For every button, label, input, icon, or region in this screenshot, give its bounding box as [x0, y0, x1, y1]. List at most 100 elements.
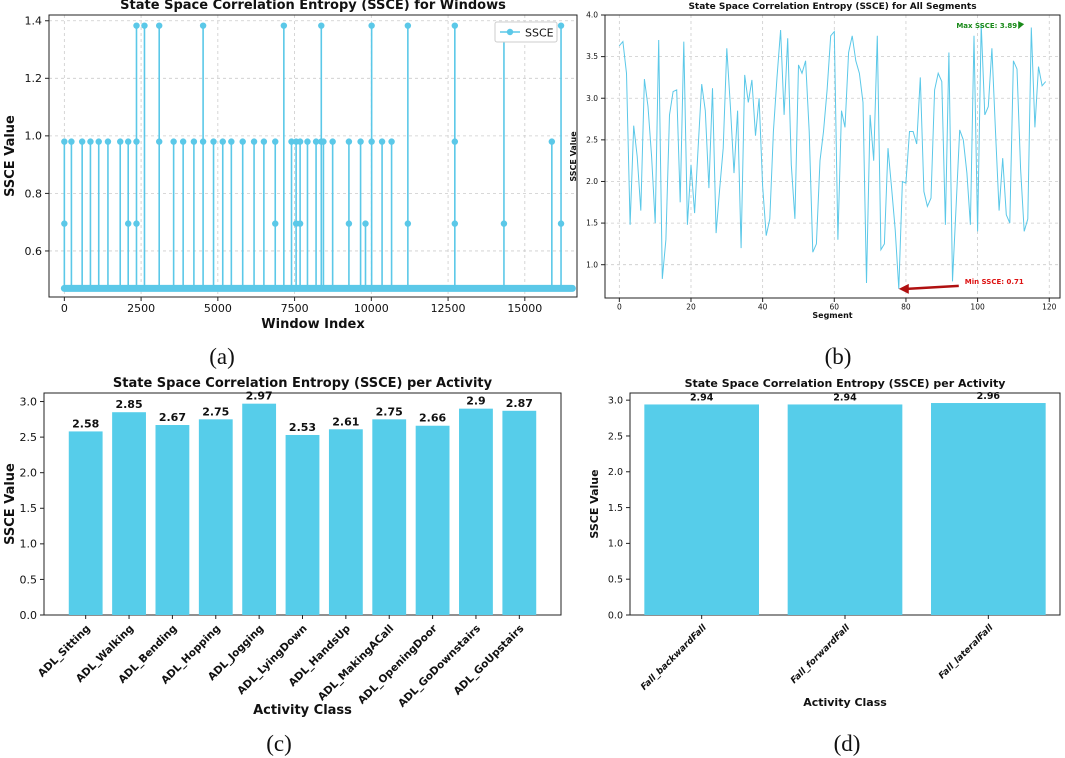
ssce-point	[260, 138, 268, 145]
ssce-point	[170, 138, 177, 145]
ssce-point	[133, 220, 140, 227]
x-tick-label: 20	[686, 303, 696, 312]
x-tick-label: 0	[617, 303, 622, 312]
y-tick-label: 1.0	[20, 538, 38, 551]
caption-b: (b)	[825, 344, 852, 369]
min-arrow-head	[898, 283, 909, 294]
legend-label: SSCE	[525, 27, 554, 40]
x-tick-label: 60	[830, 303, 840, 312]
ssce-point	[557, 22, 565, 29]
ssce-point	[304, 138, 311, 145]
x-tick-label: 0	[61, 302, 68, 315]
y-axis-label: SSCE Value	[588, 469, 601, 538]
x-tick-label: 80	[901, 303, 911, 312]
ssce-point	[288, 138, 295, 145]
legend-marker	[506, 28, 514, 36]
ssce-point	[68, 138, 75, 145]
ssce-point	[156, 22, 163, 29]
ssce-point	[368, 22, 375, 29]
y-tick-label: 2.5	[586, 135, 598, 144]
ssce-segment-line	[618, 24, 1047, 289]
plot-frame	[604, 14, 1061, 299]
ssce-point	[210, 138, 217, 145]
ssce-point	[296, 138, 304, 145]
max-arrow-head	[1018, 21, 1025, 30]
y-tick-label: 4.0	[586, 11, 598, 20]
chart-title: State Space Correlation Entropy (SSCE) f…	[120, 0, 506, 13]
bar-value-label: 2.94	[690, 392, 714, 403]
y-tick-label: 0.0	[20, 609, 38, 622]
ssce-point	[378, 138, 386, 145]
bar-value-label: 2.58	[72, 417, 99, 430]
y-tick-label: 0.8	[25, 187, 43, 200]
ssce-point	[345, 220, 353, 227]
caption-c: (c)	[266, 731, 292, 756]
y-tick-label: 3.0	[608, 395, 623, 406]
y-tick-label: 1.4	[25, 15, 43, 28]
y-tick-label: 0.5	[608, 575, 623, 586]
ssce-point	[239, 138, 246, 145]
bar-value-label: 2.75	[202, 405, 229, 418]
x-axis-label: Segment	[812, 311, 852, 320]
chart-title: State Space Correlation Entropy (SSCE) f…	[688, 2, 976, 12]
bar-adl-bending	[155, 425, 190, 615]
bar-value-label: 2.75	[376, 405, 403, 418]
x-tick-label: 100	[970, 303, 985, 312]
bar-fall-lateralfall	[931, 403, 1046, 615]
ssce-point	[125, 220, 132, 227]
y-tick-label: 1.5	[608, 503, 623, 514]
panel-b-ssce-segments: 1.0 1.5 2.0 2.5 3.0 3.5 4.0 0 20 40 60 80 100 120 Stat…	[569, 2, 1061, 320]
bar-fall-backwardfall	[644, 404, 759, 615]
y-tick-label: 2.5	[608, 431, 623, 442]
panel-a-ssce-windows: 0.6 0.8 1.0 1.2 1.4 0 2500 5000 7500 10000 12500 15…	[3, 0, 578, 332]
y-tick-label: 1.2	[25, 72, 43, 85]
ssce-point	[61, 138, 68, 145]
bar-fall-forwardfall	[787, 404, 903, 615]
ssce-point	[345, 138, 353, 145]
x-axis-label: Activity Class	[803, 696, 887, 709]
legend-box	[494, 21, 558, 43]
min-arrow-shaft	[906, 284, 959, 291]
caption-a: (a)	[209, 344, 235, 369]
caption-d: (d)	[834, 731, 861, 756]
x-category-label: ADL_OpeningDoor	[356, 622, 441, 707]
chart-title: State Space Correlation Entropy (SSCE) p…	[113, 376, 493, 391]
chart-title: State Space Correlation Entropy (SSCE) p…	[685, 377, 1006, 390]
y-tick-label: 0.0	[608, 610, 623, 621]
ssce-point	[320, 138, 327, 145]
x-category-label: Fall_backwardFall	[639, 622, 709, 692]
bar-adl-walking	[112, 412, 146, 615]
ssce-point	[451, 22, 459, 29]
y-tick-label: 3.0	[20, 395, 38, 408]
y-tick-label: 0.5	[20, 573, 38, 586]
ssce-point	[219, 138, 226, 145]
ssce-point	[451, 220, 459, 227]
y-tick-label: 2.0	[20, 467, 38, 480]
x-category-label: ADL_GoDownstairs	[396, 623, 483, 710]
ssce-point	[78, 138, 86, 145]
y-axis-label: SSCE Value	[569, 131, 578, 182]
bar-value-label: 2.87	[506, 397, 533, 410]
x-tick-label: 12500	[431, 302, 466, 315]
ssce-point	[104, 138, 112, 145]
bar-adl-lyingdown	[285, 434, 320, 615]
x-tick-label: 5000	[204, 302, 232, 315]
panel-d-ssce-fall-activities: 0.0 0.5 1.0 1.5 2.0 2.5 3.0 State Space Correla…	[588, 377, 1061, 709]
min-ssce-annotation: Min SSCE: 0.71	[965, 278, 1024, 286]
bar-adl-goupstairs	[502, 410, 537, 615]
bar-value-label: 2.97	[246, 390, 273, 403]
y-tick-label: 2.0	[608, 467, 623, 478]
x-category-label: Fall_lateralFall	[937, 622, 996, 681]
x-category-label: Fall_forwardFall	[789, 622, 853, 686]
bar-adl-openingdoor	[415, 425, 450, 615]
ssce-point	[318, 22, 325, 29]
ssce-point	[95, 138, 102, 145]
ssce-point	[362, 220, 369, 227]
x-axis-label: Window Index	[261, 317, 365, 332]
x-category-label: ADL_MakingACall	[316, 623, 397, 704]
ssce-point	[133, 138, 140, 145]
bar-value-label: 2.94	[833, 392, 857, 403]
y-tick-label: 2.5	[20, 431, 38, 444]
ssce-point	[451, 138, 459, 145]
bar-adl-hopping	[198, 419, 233, 615]
